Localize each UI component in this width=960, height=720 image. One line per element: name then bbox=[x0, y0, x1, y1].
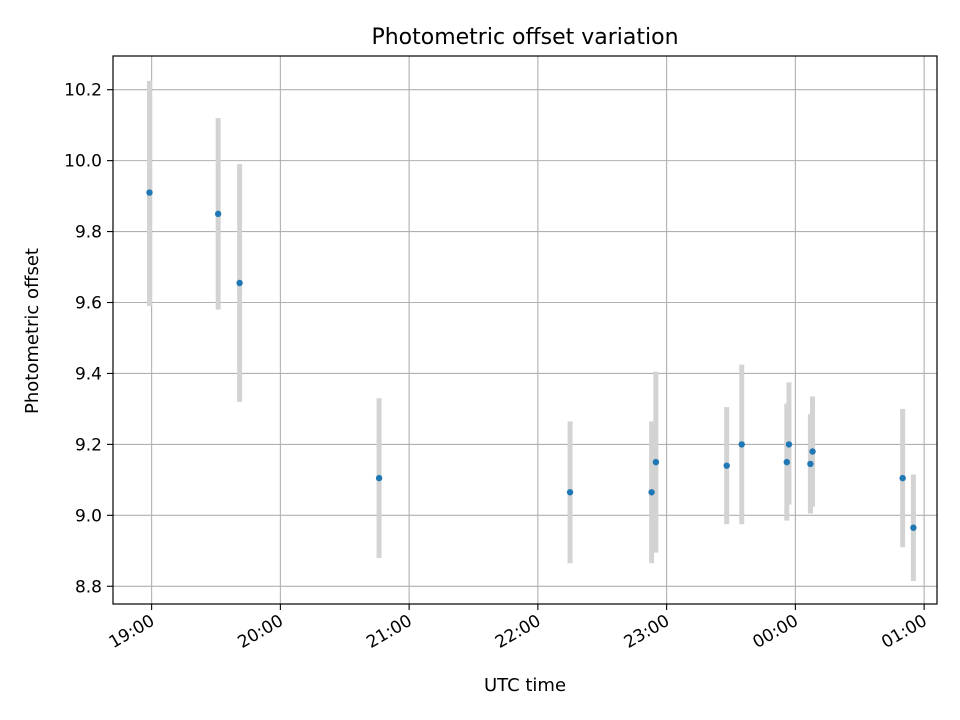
data-point bbox=[785, 441, 793, 448]
point-layer bbox=[146, 189, 917, 531]
data-point bbox=[652, 458, 660, 466]
data-point bbox=[899, 474, 906, 482]
data-point bbox=[375, 474, 383, 482]
y-tick-label: 10.2 bbox=[64, 81, 102, 101]
data-point bbox=[723, 462, 730, 469]
y-tick-label: 9.6 bbox=[75, 294, 102, 314]
plot-area-frame bbox=[112, 55, 938, 605]
y-tick-label: 9.4 bbox=[75, 364, 102, 384]
chart-title: Photometric offset variation bbox=[371, 25, 678, 50]
data-point bbox=[807, 460, 814, 468]
grid-layer bbox=[113, 56, 937, 604]
y-tick-label: 9.8 bbox=[75, 223, 102, 243]
data-point bbox=[783, 458, 790, 466]
data-point bbox=[910, 524, 917, 531]
y-tick-label: 10.0 bbox=[64, 152, 102, 172]
y-tick-label: 8.8 bbox=[75, 577, 102, 597]
data-point bbox=[214, 210, 222, 218]
x-axis-label: UTC time bbox=[484, 675, 566, 696]
data-point bbox=[236, 279, 243, 287]
data-point bbox=[648, 489, 655, 496]
y-tick-label: 9.2 bbox=[75, 435, 102, 455]
y-axis-label: Photometric offset bbox=[22, 248, 43, 414]
data-point bbox=[738, 441, 745, 448]
data-point bbox=[146, 189, 153, 196]
data-point bbox=[809, 448, 816, 455]
y-tick-label: 9.0 bbox=[75, 506, 102, 526]
data-point bbox=[566, 489, 574, 496]
